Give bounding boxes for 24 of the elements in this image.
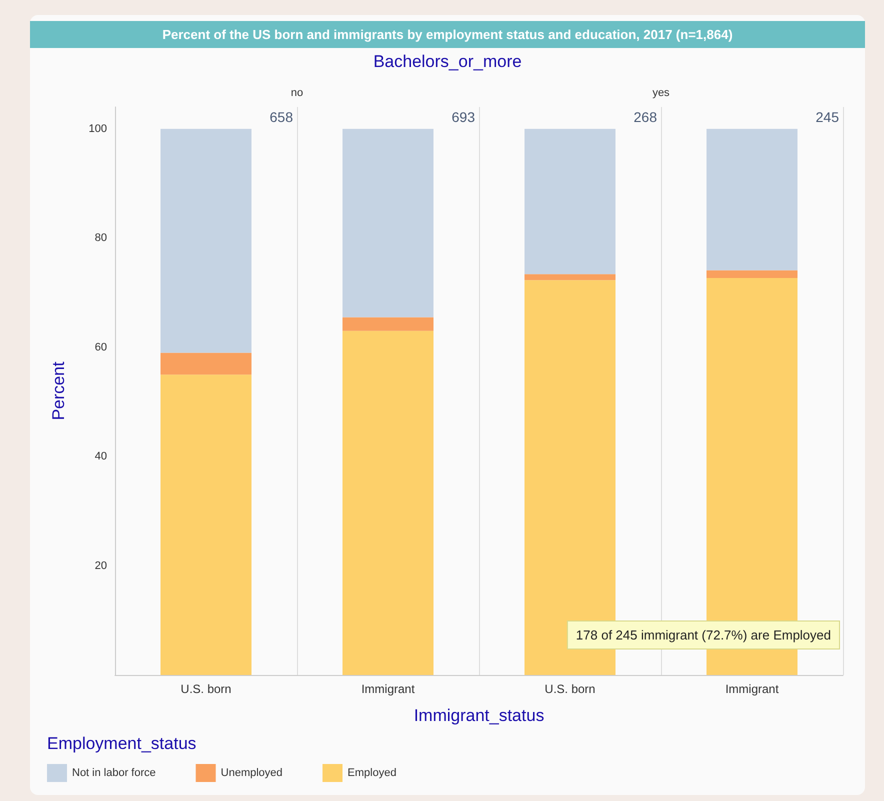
annotation: 658	[270, 109, 294, 125]
chart-subtitle: Bachelors_or_more	[373, 52, 522, 71]
legend-label: Unemployed	[220, 767, 283, 779]
annotation: 245	[816, 109, 840, 125]
y-tick-label: 100	[88, 122, 107, 135]
annotation: 268	[634, 109, 658, 125]
x-tick-label: U.S. born	[544, 682, 596, 696]
legend-label: Employed	[348, 767, 396, 779]
text: no	[290, 87, 304, 99]
x-tick-label: Immigrant	[725, 682, 780, 696]
annotation: 178 of 245 immigrant (72.7%) are Employed	[576, 628, 831, 642]
chart-title: Percent of the US born and immigrants by employment status and education, 2017 (n=1,864)	[162, 27, 733, 42]
y-tick-label: 40	[94, 450, 107, 463]
text: yes	[652, 87, 670, 99]
legend-title: Employment_status	[47, 734, 196, 753]
x-tick-label: Immigrant	[361, 682, 416, 696]
y-tick-label: 80	[94, 232, 107, 244]
annotation: 693	[452, 109, 476, 125]
y-tick-label: 60	[94, 341, 107, 354]
x-axis-title: Immigrant_status	[414, 706, 544, 725]
x-tick-label: U.S. born	[180, 682, 232, 696]
legend-label: Not in labor force	[72, 767, 156, 779]
y-tick-label: 20	[94, 560, 107, 572]
y-axis-title: Percent	[49, 361, 68, 420]
